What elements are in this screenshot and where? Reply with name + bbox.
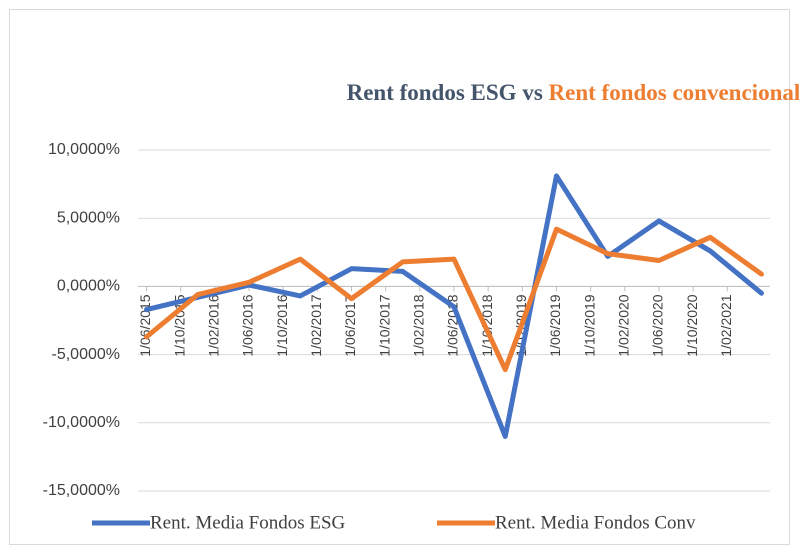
x-tick-label: 1/06/2015 [137,294,153,356]
x-tick-label: 1/06/2017 [342,294,358,356]
x-tick-label: 1/02/2017 [308,294,324,356]
y-tick-label: 10,0000% [48,141,120,158]
x-tick-label: 1/10/2019 [581,294,597,356]
y-tick-label: -15,0000% [43,482,120,499]
series-line [144,173,764,439]
x-tick-label: 1/02/2021 [718,294,734,356]
series-line [144,226,764,373]
y-tick-label: 5,0000% [57,209,120,226]
x-tick-label: 1/10/2017 [376,294,392,356]
x-tick-label: 1/10/2016 [274,294,290,356]
y-tick-label: -5,0000% [52,346,121,363]
x-tick-label: 1/02/2020 [616,294,632,356]
x-tick-label: 1/02/2016 [206,294,222,356]
x-tick-label: 1/06/2016 [240,294,256,356]
x-tick-label: 1/06/2019 [547,294,563,356]
x-tick-label: 1/06/2020 [650,294,666,356]
chart-frame [9,9,790,545]
y-tick-label: 0,0000% [57,278,120,295]
legend-label: Rent. Media Fondos Conv [495,512,696,533]
legend-label: Rent. Media Fondos ESG [150,512,346,533]
x-tick-label: 1/10/2020 [684,294,700,356]
title-part: Rent fondos convencionales [549,80,799,105]
x-tick-label: 1/02/2018 [411,294,427,356]
chart-title: Rent fondos ESG vs Rent fondos convencio… [347,80,799,105]
y-tick-label: -10,0000% [43,414,120,431]
title-part: Rent fondos ESG vs [347,80,543,105]
